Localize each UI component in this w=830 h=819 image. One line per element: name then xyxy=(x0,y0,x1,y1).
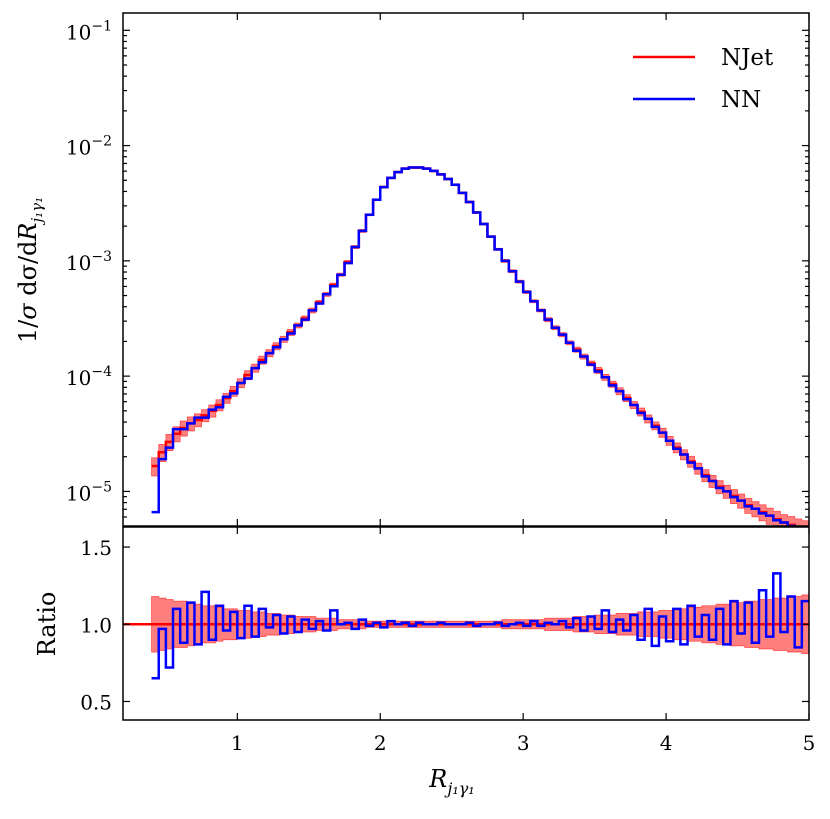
ratio-y-axis-label: Ratio xyxy=(33,592,61,657)
x-tick-label-3: 3 xyxy=(517,731,530,755)
x-axis-label: Rj₁γ₁ xyxy=(428,765,474,798)
y-tick-label-1e-2: 10−2 xyxy=(66,134,112,160)
y-tick-label-1e-3: 10−3 xyxy=(66,249,112,275)
main-y-axis-label: 1/σ dσ/dRj₁γ₁ xyxy=(14,197,46,343)
ratio-y-tick-labels: 0.5 1.0 1.5 xyxy=(80,536,112,714)
ratio-tick-label-1.0: 1.0 xyxy=(80,613,112,637)
legend: NJet NN xyxy=(633,45,774,113)
x-tick-labels: 1 2 3 4 5 xyxy=(231,731,815,755)
x-tick-label-4: 4 xyxy=(660,731,673,755)
main-axes-frame xyxy=(122,12,810,527)
y-tick-label-1e-4: 10−4 xyxy=(66,364,112,390)
series-nn-main xyxy=(151,166,804,526)
series-nn-ratio xyxy=(151,572,809,680)
ratio-tick-label-0.5: 0.5 xyxy=(80,691,112,715)
legend-label-nn: NN xyxy=(721,87,761,113)
ratio-axes-frame xyxy=(122,526,810,721)
main-y-tick-labels: 10−1 10−2 10−3 10−4 10−5 xyxy=(66,18,112,505)
tick-marks xyxy=(123,13,810,720)
ratio-series-layer xyxy=(123,572,809,680)
y-tick-label-1e-1: 10−1 xyxy=(66,18,112,44)
x-tick-label-1: 1 xyxy=(231,731,244,755)
x-tick-label-5: 5 xyxy=(803,731,816,755)
main-series-layer xyxy=(151,166,804,526)
legend-label-njet: NJet xyxy=(721,45,774,71)
x-tick-label-2: 2 xyxy=(374,731,387,755)
y-tick-label-1e-5: 10−5 xyxy=(66,479,112,505)
ratio-tick-label-1.5: 1.5 xyxy=(80,536,112,560)
